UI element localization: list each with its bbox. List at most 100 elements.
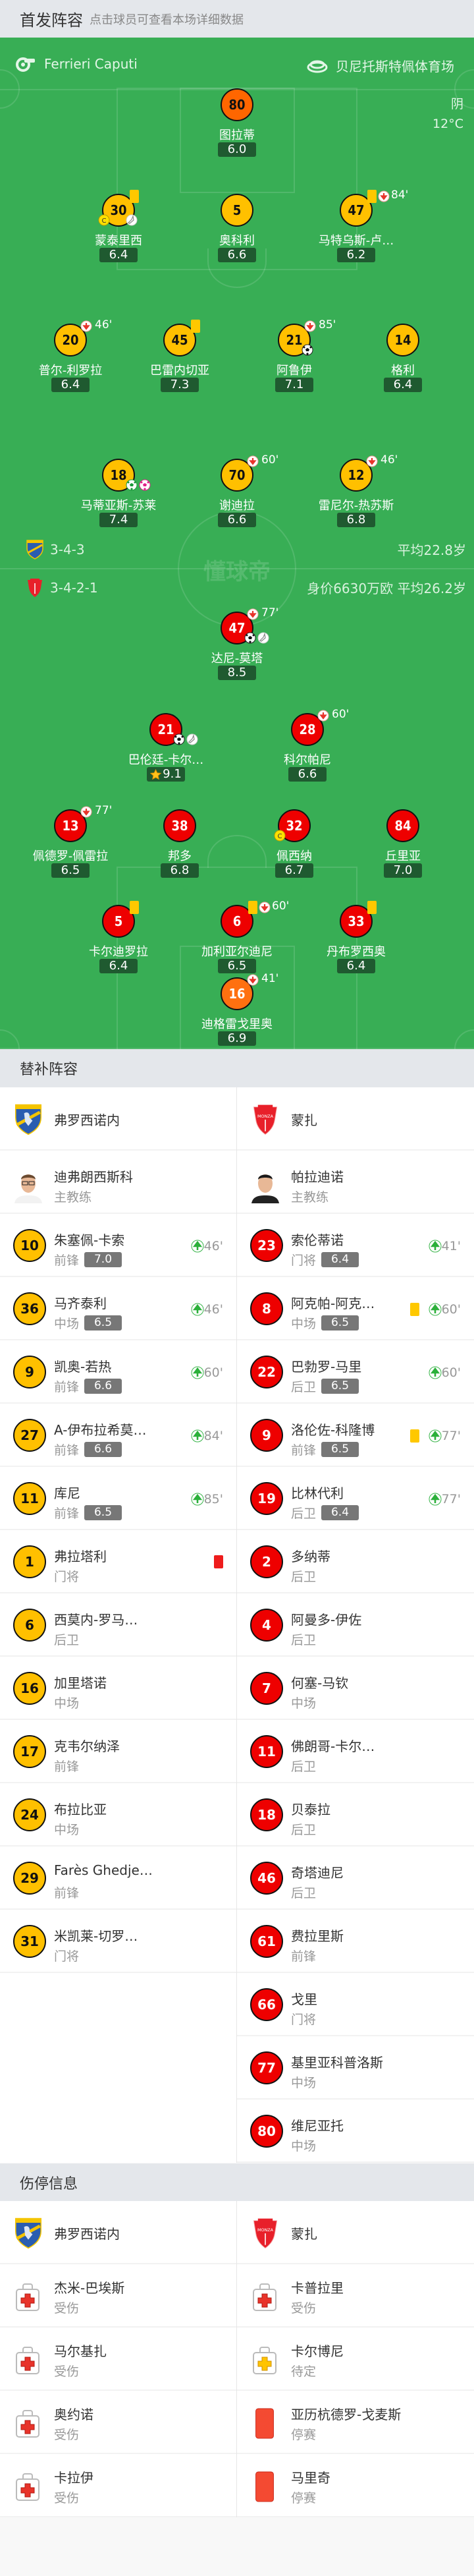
player-name[interactable]: 卡尔迪罗拉 [89, 945, 148, 959]
player-name[interactable]: 巴雷内切亚 [150, 364, 209, 378]
shirt-number-badge[interactable]: 20 [54, 324, 87, 357]
away-injury-row[interactable]: 亚历杭德罗-戈麦斯 停赛 [237, 2391, 474, 2454]
home-coach-row[interactable]: 迪弗朗西斯科 主教练 [0, 1151, 236, 1214]
player-name[interactable]: 邦多 [168, 849, 192, 863]
player-name[interactable]: 图拉蒂 [219, 129, 255, 142]
home-sub-row[interactable]: 27 A-伊布拉希莫… 前锋 6.6 84' [0, 1404, 236, 1467]
shirt-number-badge[interactable]: 12 [340, 459, 373, 492]
shirt-number-badge[interactable]: 13 [54, 809, 87, 842]
player-name[interactable]: 奥科利 [219, 234, 255, 248]
shirt-number-badge: 77 [250, 2051, 283, 2084]
home-injury-row[interactable]: 卡拉伊 受伤 [0, 2454, 236, 2517]
shirt-number-badge[interactable]: 47 [340, 194, 373, 227]
home-injury-row[interactable]: 奥约诺 受伤 [0, 2391, 236, 2454]
away-sub-row[interactable]: 11 佛朗哥-卡尔… 后卫 [237, 1720, 474, 1783]
player-rating: 6.4 [99, 248, 138, 262]
away-sub-row[interactable]: 18 贝泰拉 后卫 [237, 1783, 474, 1846]
shirt-number-badge[interactable]: 5 [221, 194, 253, 227]
shirt-number-badge[interactable]: 80 [221, 88, 253, 121]
shirt-number-badge[interactable]: 6 [221, 905, 253, 938]
away-sub-row[interactable]: 46 奇塔迪尼 后卫 [237, 1846, 474, 1910]
medical-kit-icon [16, 2473, 40, 2504]
red-card-icon [255, 2408, 275, 2442]
player-name[interactable]: 迪格雷戈里奥 [201, 1017, 273, 1031]
monza-logo-icon: MONZA [251, 1104, 279, 1138]
shirt-number-badge[interactable]: 84 [386, 809, 419, 842]
home-team-row[interactable]: 弗罗西诺内 [0, 2201, 236, 2264]
away-sub-row[interactable]: 23 索伦蒂诺 门将 6.4 41' [237, 1214, 474, 1277]
player-name[interactable]: 科尔帕尼 [284, 753, 331, 767]
home-sub-row[interactable]: 11 库尼 前锋 6.5 85' [0, 1467, 236, 1530]
shirt-number-badge[interactable]: 38 [163, 809, 196, 842]
player-position-line: 前锋 7.0 [54, 1251, 122, 1269]
player-name[interactable]: 达尼-莫塔 [211, 652, 263, 666]
player-name[interactable]: 格利 [391, 364, 415, 378]
shirt-number-badge[interactable]: 18 [102, 459, 135, 492]
player-name[interactable]: 雷尼尔-热苏斯 [318, 499, 394, 513]
away-sub-row[interactable]: 8 阿克帕-阿克… 中场 6.5 60' [237, 1277, 474, 1340]
player-name: 朱塞佩-卡索 [54, 1232, 125, 1248]
away-team-row[interactable]: MONZA 蒙扎 [237, 1087, 474, 1151]
home-sub-row[interactable]: 29 Farès Ghedje… 前锋 [0, 1846, 236, 1910]
away-sub-row[interactable]: 19 比林代利 后卫 6.4 77' [237, 1467, 474, 1530]
player-name[interactable]: 马蒂亚斯-苏莱 [80, 499, 157, 513]
home-sub-row[interactable]: 10 朱塞佩-卡索 前锋 7.0 46' [0, 1214, 236, 1277]
away-sub-row[interactable]: 7 何塞-马钦 中场 [237, 1657, 474, 1720]
player-name[interactable]: 巴伦廷-卡尔… [128, 753, 204, 767]
home-subs-column: 弗罗西诺内 迪弗朗西斯科 主教练 10 朱塞佩-卡索 前锋 7.0 46' 36 马齐泰利 中场 6.… [0, 1087, 237, 2163]
home-sub-row[interactable]: 9 凯奥-若热 前锋 6.6 60' [0, 1340, 236, 1404]
away-sub-row[interactable]: 80 维尼亚托 中场 [237, 2100, 474, 2163]
away-injury-row[interactable]: 卡尔博尼 待定 [237, 2328, 474, 2391]
shirt-number-badge[interactable]: 5 [102, 905, 135, 938]
home-injury-row[interactable]: 马尔基扎 受伤 [0, 2328, 236, 2391]
referee-info: Ferrieri Caputi [15, 56, 138, 72]
away-team-row[interactable]: MONZA 蒙扎 [237, 2201, 474, 2264]
shirt-number-badge[interactable]: 33 [340, 905, 373, 938]
rating-value: 6.8 [346, 513, 366, 527]
home-team-row[interactable]: 弗罗西诺内 [0, 1087, 236, 1151]
away-sub-row[interactable]: 61 费拉里斯 前锋 [237, 1910, 474, 1973]
player-name[interactable]: 普尔-利罗拉 [38, 364, 103, 378]
away-sub-row[interactable]: 9 洛伦佐-科隆博 前锋 6.5 77' [237, 1404, 474, 1467]
player-name[interactable]: 谢迪拉 [219, 499, 255, 513]
home-sub-row[interactable]: 1 弗拉塔利 门将 [0, 1530, 236, 1593]
player-rating: 6.2 [337, 248, 375, 262]
assist-icon [186, 733, 198, 745]
home-sub-row[interactable]: 31 米凯莱-切罗… 门将 [0, 1910, 236, 1973]
player-name[interactable]: 加利亚尔迪尼 [201, 945, 273, 959]
away-sub-row[interactable]: 2 多纳蒂 后卫 [237, 1530, 474, 1593]
player-name[interactable]: 蒙泰里西 [95, 234, 142, 248]
away-coach-row[interactable]: 帕拉迪诺 主教练 [237, 1151, 474, 1214]
player-name[interactable]: 马特乌斯-卢… [318, 234, 394, 248]
player-name[interactable]: 丘里亚 [385, 849, 421, 863]
player-name[interactable]: 丹布罗西奥 [327, 945, 386, 959]
home-sub-row[interactable]: 24 布拉比亚 中场 [0, 1783, 236, 1846]
player-name[interactable]: 阿鲁伊 [276, 364, 312, 378]
player-name[interactable]: 佩西纳 [276, 849, 312, 863]
shirt-number-badge[interactable]: 45 [163, 324, 196, 357]
shirt-number-badge[interactable]: 28 [291, 713, 324, 746]
home-sub-row[interactable]: 36 马齐泰利 中场 6.5 46' [0, 1277, 236, 1340]
shirt-number-badge[interactable]: 70 [221, 459, 253, 492]
home-injury-row[interactable]: 杰米-巴埃斯 受伤 [0, 2264, 236, 2328]
injured-player-name: 奥约诺 [54, 2407, 93, 2422]
away-sub-row[interactable]: 4 阿曼多-伊佐 后卫 [237, 1593, 474, 1657]
injury-status: 受伤 [54, 2491, 80, 2505]
player-events: 77' [429, 1492, 461, 1506]
home-sub-row[interactable]: 16 加里塔诺 中场 [0, 1657, 236, 1720]
sub-out-icon [378, 190, 390, 202]
away-sub-row[interactable]: 22 巴勃罗-马里 后卫 6.5 60' [237, 1340, 474, 1404]
away-injury-row[interactable]: 卡普拉里 受伤 [237, 2264, 474, 2328]
away-sub-row[interactable]: 77 基里亚科普洛斯 中场 [237, 2036, 474, 2100]
away-sub-row[interactable]: 66 戈里 门将 [237, 1973, 474, 2036]
shirt-number-badge[interactable]: 14 [386, 324, 419, 357]
shirt-number-badge: 2 [250, 1545, 283, 1578]
injury-status: 受伤 [54, 2364, 80, 2379]
player-name: 米凯莱-切罗… [54, 1928, 138, 1944]
player-name[interactable]: 佩德罗-佩雷拉 [32, 849, 109, 863]
shirt-number-badge[interactable]: 16 [221, 977, 253, 1010]
home-sub-row[interactable]: 6 西莫内-罗马… 后卫 [0, 1593, 236, 1657]
away-injury-row[interactable]: 马里奇 停赛 [237, 2454, 474, 2517]
home-sub-row[interactable]: 17 克韦尔纳泽 前锋 [0, 1720, 236, 1783]
shirt-number-badge[interactable]: 21 [278, 324, 311, 357]
